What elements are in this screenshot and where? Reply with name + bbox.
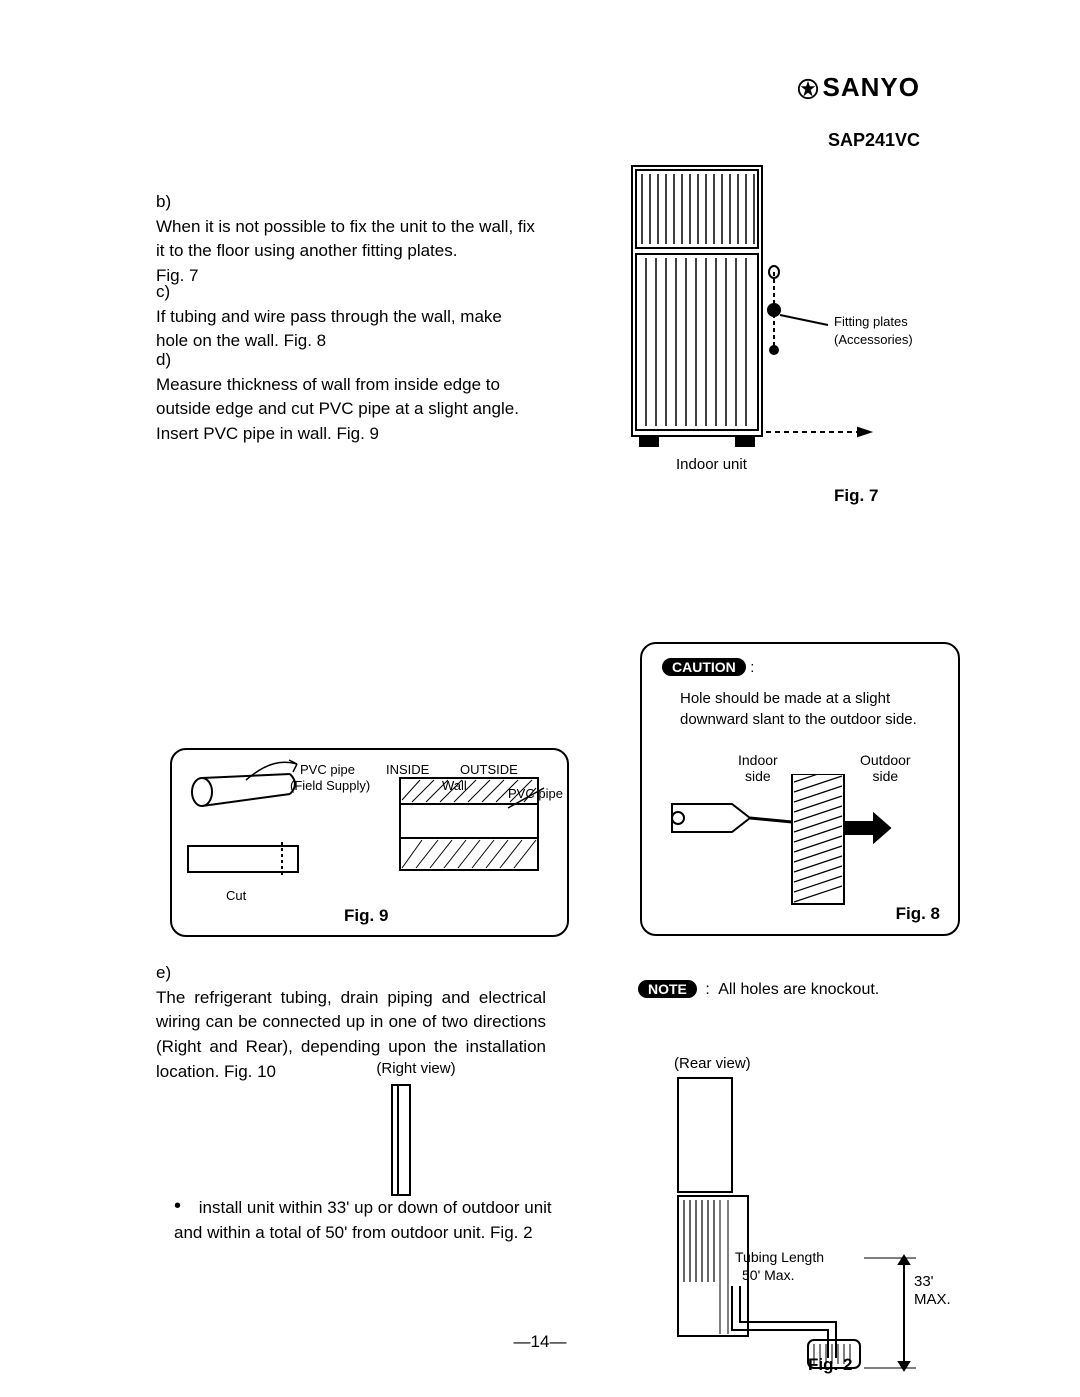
- fig2-33: 33': [914, 1273, 934, 1290]
- item-b: b) When it is not possible to fix the un…: [156, 190, 566, 289]
- figure-9: PVC pipe (Field Supply) INSIDE OUTSIDE W…: [170, 748, 569, 937]
- fig2-illustration-icon: [668, 1072, 948, 1372]
- fig10-rightview-icon: [386, 1081, 446, 1201]
- bullet-install: • install unit within 33' up or down of …: [174, 1196, 576, 1245]
- figure-2: (Rear view): [668, 1055, 948, 1377]
- figure-10-right-view: (Right view): [336, 1060, 496, 1201]
- fig9-wall: Wall: [442, 778, 467, 793]
- sanyo-mark-icon: [797, 78, 819, 100]
- item-d: d) Measure thickness of wall from inside…: [156, 348, 566, 447]
- fig10-right-view-label: (Right view): [336, 1060, 496, 1077]
- bullet-text: install unit within 33' up or down of ou…: [174, 1198, 552, 1242]
- model-number: SAP241VC: [828, 130, 920, 151]
- item-c: c) If tubing and wire pass through the w…: [156, 280, 566, 354]
- fig9-inside: INSIDE: [386, 762, 429, 777]
- fig9-field-supply: (Field Supply): [290, 778, 370, 793]
- fig9-outside: OUTSIDE: [460, 762, 518, 777]
- item-c-text: If tubing and wire pass through the wall…: [156, 305, 536, 354]
- fig10-rear-view-label: (Rear view): [674, 1055, 948, 1072]
- fig8-caption: Fig. 8: [896, 904, 940, 924]
- fig2-max: MAX.: [914, 1291, 951, 1308]
- fig2-tubing-length: Tubing Length: [732, 1249, 824, 1265]
- fig9-pvc-pipe-2: PVC pipe: [508, 786, 563, 801]
- item-e-label: e): [156, 961, 182, 986]
- fig7-illustration-icon: [626, 160, 961, 460]
- fig8-text: Hole should be made at a slight downward…: [680, 688, 920, 730]
- page-number: —14—: [0, 1332, 1080, 1352]
- item-b-text: When it is not possible to fix the unit …: [156, 215, 536, 289]
- bullet-dot-icon: •: [174, 1196, 194, 1216]
- item-d-text: Measure thickness of wall from inside ed…: [156, 373, 536, 447]
- fig9-pvc-pipe: PVC pipe: [300, 762, 355, 777]
- note-colon: :: [705, 981, 709, 998]
- caution-row: CAUTION :: [662, 658, 754, 677]
- brand-text: SANYO: [823, 72, 920, 102]
- fig7-accessories: (Accessories): [834, 332, 913, 347]
- fig2-50max: 50' Max.: [742, 1267, 794, 1283]
- fig8-illustration-icon: [642, 774, 958, 924]
- item-b-label: b): [156, 190, 182, 215]
- note-pill: NOTE: [638, 980, 697, 998]
- fig7-caption: Fig. 7: [834, 486, 878, 506]
- caution-colon: :: [750, 659, 754, 676]
- caution-pill: CAUTION: [662, 658, 746, 676]
- item-c-label: c): [156, 280, 182, 305]
- note-row: NOTE : All holes are knockout.: [638, 980, 879, 999]
- item-d-label: d): [156, 348, 182, 373]
- figure-7: Fitting plates (Accessories) Indoor unit…: [626, 160, 961, 490]
- fig2-caption: Fig. 2: [808, 1355, 852, 1375]
- figure-8: CAUTION : Hole should be made at a sligh…: [640, 642, 960, 936]
- note-text: All holes are knockout.: [718, 981, 879, 998]
- fig9-cut: Cut: [226, 888, 246, 903]
- fig7-indoor-unit: Indoor unit: [676, 456, 747, 473]
- brand-logo: SANYO: [797, 72, 920, 103]
- fig9-caption: Fig. 9: [344, 906, 388, 926]
- fig7-fitting-plates: Fitting plates: [834, 314, 908, 329]
